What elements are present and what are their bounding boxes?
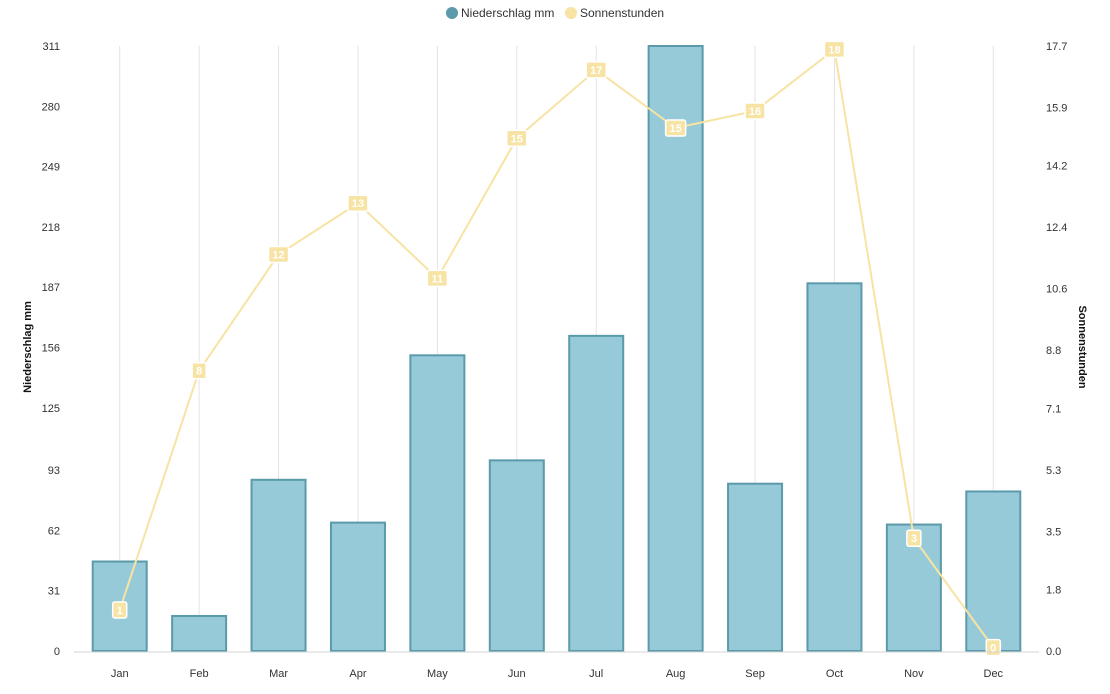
data-label-box <box>267 245 290 264</box>
x-tick-oct: Oct <box>826 668 843 680</box>
y-right-tick: 12.4 <box>1046 222 1067 234</box>
x-tick-apr: Apr <box>349 668 366 680</box>
data-label-box <box>823 40 846 59</box>
bar-oct <box>806 282 863 652</box>
data-label-text: 1 <box>117 605 123 617</box>
y-right-tick: 15.9 <box>1046 103 1067 115</box>
y-left-tick: 187 <box>42 282 60 294</box>
data-label-text: 17 <box>590 65 602 77</box>
right-axis-title: Sonnenstunden <box>1076 305 1088 388</box>
data-label-text: 12 <box>272 250 284 262</box>
bar-feb <box>171 614 228 653</box>
x-tick-dec: Dec <box>984 668 1004 680</box>
sunshine-line <box>118 47 995 649</box>
x-tick-feb: Feb <box>190 668 209 680</box>
data-label-text: 11 <box>432 273 444 285</box>
left-axis-title: Niederschlag mm <box>22 301 34 393</box>
y-right-tick: 8.8 <box>1046 345 1061 357</box>
y-left-tick: 280 <box>42 101 60 113</box>
legend-marker-sunshine <box>565 7 577 19</box>
legend-label-sunshine: Sonnenstunden <box>580 6 664 20</box>
data-label-oct: 18 <box>823 40 846 59</box>
y-right-tick: 0.0 <box>1046 646 1061 658</box>
bar-dec <box>965 490 1022 653</box>
data-label-box <box>191 361 207 380</box>
data-label-text: 15 <box>670 123 682 135</box>
legend-marker-precipitation <box>446 7 458 19</box>
line-layer <box>118 47 995 649</box>
data-label-feb: 8 <box>191 361 207 380</box>
x-tick-jun: Jun <box>508 668 526 680</box>
data-label-box <box>664 119 687 137</box>
bar-jun <box>488 459 545 652</box>
y-left-tick: 31 <box>48 586 60 598</box>
data-label-jan: 1 <box>111 601 128 619</box>
y-left-tick: 156 <box>42 343 60 355</box>
legend-item-sunshine[interactable]: Sonnenstunden <box>565 6 664 20</box>
data-label-text: 13 <box>352 198 364 210</box>
x-tick-sep: Sep <box>745 668 765 680</box>
bar-may <box>409 354 466 652</box>
data-label-box <box>347 194 369 212</box>
data-label-jun: 15 <box>506 129 528 148</box>
data-label-text: 16 <box>749 106 761 118</box>
y-right-tick: 3.5 <box>1046 526 1061 538</box>
y-left-tick: 311 <box>42 41 60 53</box>
y-left-tick: 0 <box>54 646 60 658</box>
data-label-box <box>744 102 766 120</box>
data-label-jul: 17 <box>585 61 607 79</box>
legend-label-precipitation: Niederschlag mm <box>461 6 554 20</box>
y-right-tick: 5.3 <box>1046 465 1061 477</box>
legend: Niederschlag mm Sonnenstunden <box>446 6 664 20</box>
data-label-sep: 16 <box>744 102 766 120</box>
data-label-box <box>906 529 922 547</box>
bars-layer <box>91 45 1022 653</box>
y-right-tick: 1.8 <box>1046 584 1061 596</box>
data-label-text: 0 <box>990 643 996 655</box>
y-right-tick: 10.6 <box>1046 284 1067 296</box>
data-label-text: 15 <box>511 133 523 145</box>
x-tick-aug: Aug <box>666 668 686 680</box>
data-label-box <box>585 61 607 79</box>
y-right-tick: 7.1 <box>1046 403 1061 415</box>
x-tick-nov: Nov <box>904 668 924 680</box>
bar-jul <box>568 334 625 652</box>
data-label-dec: 0 <box>985 638 1002 657</box>
data-label-mar: 12 <box>267 245 290 264</box>
data-label-box <box>426 269 449 288</box>
bar-mar <box>250 478 307 653</box>
data-label-may: 11 <box>426 269 449 288</box>
y-left-tick: 125 <box>42 403 60 415</box>
data-label-text: 3 <box>911 533 917 545</box>
y-left-tick: 218 <box>42 222 60 234</box>
y-right-tick: 14.2 <box>1046 161 1067 173</box>
y-left-tick: 62 <box>48 525 60 537</box>
axes-layer: Jan Feb Mar Apr May Jun Jul Aug Sep Oct Nov Dec0316… <box>42 41 1068 680</box>
data-label-box <box>506 129 528 148</box>
bar-sep <box>727 482 784 652</box>
bar-apr <box>329 521 386 653</box>
y-left-tick: 249 <box>42 162 60 174</box>
y-left-tick: 93 <box>48 465 60 477</box>
x-tick-mar: Mar <box>269 668 288 680</box>
x-tick-may: May <box>427 668 448 680</box>
x-tick-jan: Jan <box>111 668 129 680</box>
data-label-box <box>111 601 128 619</box>
x-tick-jul: Jul <box>589 668 603 680</box>
data-label-text: 18 <box>828 44 840 56</box>
data-label-nov: 3 <box>906 529 922 547</box>
legend-item-precipitation[interactable]: Niederschlag mm <box>446 6 554 20</box>
y-right-tick: 17.7 <box>1046 41 1067 53</box>
data-label-aug: 15 <box>664 119 687 137</box>
bar-aug <box>647 45 704 652</box>
data-label-apr: 13 <box>347 194 369 212</box>
data-label-text: 8 <box>196 366 202 378</box>
